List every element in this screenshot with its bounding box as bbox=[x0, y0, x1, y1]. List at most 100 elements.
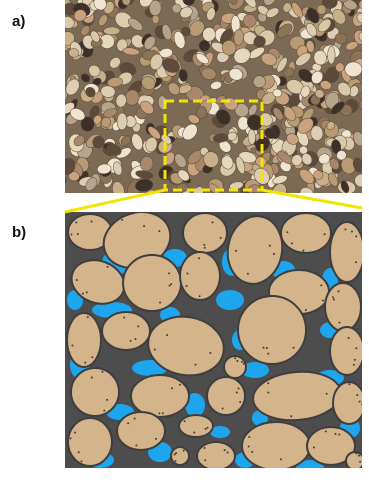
grain-speck bbox=[76, 279, 78, 281]
grain bbox=[180, 252, 220, 300]
grain-speck bbox=[286, 231, 288, 233]
grain-speck bbox=[199, 295, 201, 297]
grain-speck bbox=[203, 244, 205, 246]
grain-speck bbox=[184, 420, 186, 422]
grain-speck bbox=[106, 399, 108, 401]
grain-speck bbox=[158, 230, 160, 232]
grain-speck bbox=[355, 347, 357, 349]
sand-grain bbox=[317, 5, 326, 15]
grain-speck bbox=[236, 391, 238, 393]
grain-speck bbox=[359, 461, 361, 463]
grain-speck bbox=[302, 250, 304, 252]
grain-speck bbox=[344, 228, 346, 230]
grain-speck bbox=[267, 392, 269, 394]
figure: a) b) bbox=[0, 0, 369, 491]
grain-speck bbox=[266, 347, 268, 349]
grain-speck bbox=[241, 361, 243, 363]
grain-speck bbox=[135, 444, 137, 446]
grain-speck bbox=[269, 245, 271, 247]
grain-speck bbox=[183, 450, 185, 452]
grain-speck bbox=[123, 316, 125, 318]
grain bbox=[330, 327, 364, 375]
grain-speck bbox=[74, 432, 76, 434]
grain-speck bbox=[169, 285, 171, 287]
grain-speck bbox=[267, 382, 269, 384]
grain-speck bbox=[91, 377, 93, 379]
grain bbox=[333, 382, 365, 424]
grain-speck bbox=[290, 415, 292, 417]
grain bbox=[68, 418, 112, 466]
grain-speck bbox=[143, 225, 145, 227]
grain-speck bbox=[154, 348, 156, 350]
grain-speck bbox=[204, 447, 206, 449]
grain-speck bbox=[267, 353, 269, 355]
grain-speck bbox=[78, 451, 80, 453]
zoom-line bbox=[65, 190, 165, 212]
grain-speck bbox=[84, 362, 86, 364]
grain-speck bbox=[91, 221, 93, 223]
grain bbox=[207, 377, 245, 415]
panel-label: a) bbox=[12, 13, 25, 30]
grain-speck bbox=[186, 285, 188, 287]
grain-speck bbox=[81, 460, 83, 462]
grain-speck bbox=[174, 454, 176, 456]
grain-speck bbox=[322, 300, 324, 302]
grain-speck bbox=[227, 452, 229, 454]
grain-speck bbox=[324, 233, 326, 235]
grain-speck bbox=[209, 352, 211, 354]
grain-speck bbox=[273, 253, 275, 255]
grain-speck bbox=[355, 452, 357, 454]
sand-grain bbox=[152, 15, 159, 24]
sand-grain bbox=[345, 62, 363, 77]
grain-speck bbox=[166, 334, 168, 336]
grain-speck bbox=[238, 388, 240, 390]
grain-speck bbox=[355, 468, 357, 470]
grain-speck bbox=[87, 316, 89, 318]
grain-speck bbox=[235, 250, 237, 252]
grain-speck bbox=[70, 233, 72, 235]
grain-speck bbox=[320, 284, 322, 286]
grain-speck bbox=[155, 438, 157, 440]
grain-speck bbox=[247, 273, 249, 275]
grain-speck bbox=[353, 364, 355, 366]
grain-speck bbox=[355, 261, 357, 263]
grain-speck bbox=[291, 242, 293, 244]
grain-speck bbox=[325, 430, 327, 432]
grain bbox=[238, 296, 306, 364]
grain bbox=[123, 255, 181, 311]
grain-speck bbox=[222, 407, 224, 409]
grain-speck bbox=[356, 394, 358, 396]
grain bbox=[171, 447, 189, 465]
grain-speck bbox=[212, 221, 214, 223]
grain-speck bbox=[280, 458, 282, 460]
grain-speck bbox=[338, 433, 340, 435]
grain-speck bbox=[204, 459, 206, 461]
grain bbox=[67, 313, 101, 367]
grain bbox=[330, 222, 364, 282]
grain-speck bbox=[107, 266, 109, 268]
grain-speck bbox=[86, 291, 88, 293]
grain-speck bbox=[75, 221, 77, 223]
grain-speck bbox=[224, 449, 226, 451]
panel-label: b) bbox=[12, 224, 26, 241]
grain bbox=[346, 452, 364, 470]
grain-speck bbox=[333, 299, 335, 301]
sand-grain bbox=[359, 99, 369, 110]
grain-speck bbox=[159, 301, 161, 303]
grain-speck bbox=[179, 384, 181, 386]
grain-speck bbox=[326, 393, 328, 395]
grain bbox=[179, 415, 213, 437]
grain bbox=[71, 368, 119, 416]
grain-speck bbox=[234, 357, 236, 359]
grain-speck bbox=[243, 363, 245, 365]
grain bbox=[242, 422, 310, 470]
grain-speck bbox=[162, 412, 164, 414]
sand-grain bbox=[327, 46, 335, 64]
grain bbox=[197, 442, 235, 470]
grain-speck bbox=[70, 437, 72, 439]
grain-speck bbox=[239, 401, 241, 403]
grain-speck bbox=[313, 446, 315, 448]
grain-speck bbox=[220, 237, 222, 239]
grain-speck bbox=[204, 247, 206, 249]
grain-speck bbox=[168, 272, 170, 274]
